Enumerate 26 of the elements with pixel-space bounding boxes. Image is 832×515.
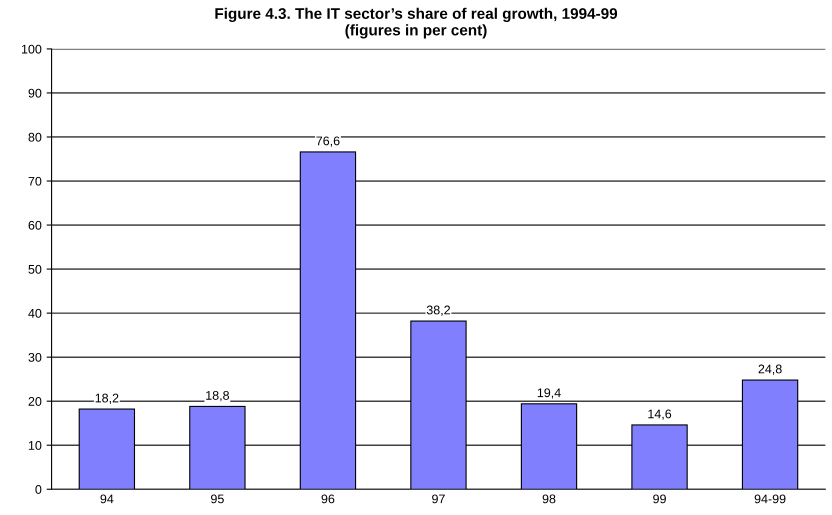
data-label: 19,4 [538, 388, 561, 399]
data-label: 76,6 [316, 136, 340, 147]
y-tick-label: 60 [28, 220, 42, 230]
x-tick-label: 99 [653, 494, 666, 504]
y-tick-label: 50 [28, 264, 42, 274]
chart-title: Figure 4.3. The IT sector’s share of real growth, 1994-99 (figures in per cent) [215, 8, 618, 39]
x-tick-label: 94-99 [754, 494, 786, 504]
y-tick-label: 90 [28, 88, 42, 98]
y-tick-label: 80 [28, 132, 42, 142]
y-tick-label: 30 [28, 352, 42, 362]
data-label: 24,8 [758, 364, 782, 375]
x-tick-label: 96 [322, 494, 334, 504]
data-label: 18,8 [206, 390, 230, 402]
data-label: 14,6 [648, 409, 672, 420]
x-tick-label: 95 [211, 494, 224, 504]
y-tick-label: 40 [28, 308, 42, 318]
y-tick-label: 70 [28, 176, 42, 186]
y-tick-label: 20 [28, 396, 42, 406]
y-tick-label: 10 [28, 441, 42, 450]
x-tick-label: 97 [432, 494, 445, 504]
y-tick-label: 0 [35, 485, 42, 494]
x-tick-label: 98 [542, 494, 556, 504]
data-label: 38,2 [426, 306, 450, 316]
data-label: 18,2 [96, 394, 118, 404]
y-tick-label: 100 [22, 44, 42, 54]
x-tick-label: 94 [100, 494, 114, 504]
